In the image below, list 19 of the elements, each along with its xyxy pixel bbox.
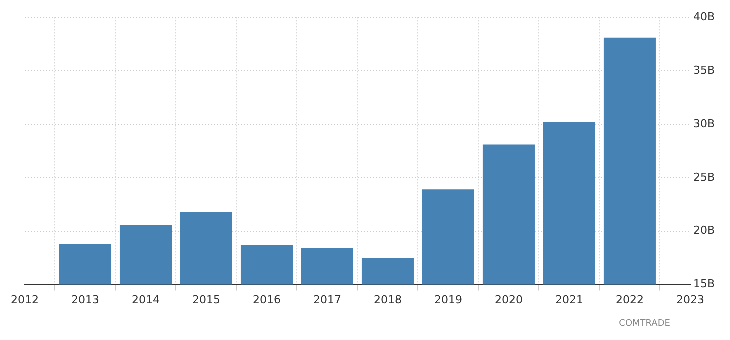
y-tick-label: 30B — [693, 117, 716, 130]
x-tick-label: 2018 — [374, 293, 402, 306]
x-tick-label: 2023 — [676, 293, 704, 306]
x-tick-label: 2015 — [192, 293, 220, 306]
x-tick-label: 2019 — [434, 293, 462, 306]
x-tick-label: 2020 — [494, 293, 523, 306]
y-tick-label: 25B — [693, 170, 716, 184]
x-tick-label: 2021 — [555, 293, 584, 306]
x-tick-label: 2022 — [616, 293, 644, 306]
x-tick-label: 2017 — [313, 293, 342, 306]
x-tick-label: 2014 — [132, 293, 160, 306]
x-tick-label: 2016 — [252, 293, 281, 306]
y-tick-label: 40B — [693, 10, 716, 24]
text: COMTRADE — [619, 318, 671, 329]
y-tick-label: 20B — [693, 224, 716, 238]
y-tick-label: 15B — [693, 278, 716, 291]
y-tick-label: 35B — [693, 64, 716, 77]
x-tick-label: 2013 — [71, 293, 100, 306]
x-tick-label: 2012 — [10, 293, 39, 306]
